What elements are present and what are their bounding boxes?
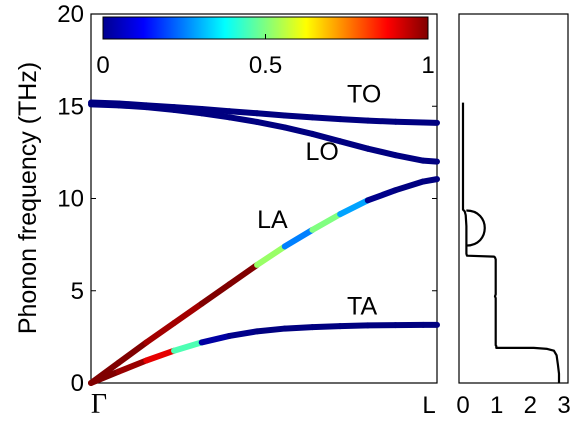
- branch-labels: TO LO LA TA: [257, 81, 381, 321]
- branch-segment: [171, 104, 205, 113]
- branch-la: [88, 176, 440, 386]
- branch-segment: [364, 117, 399, 125]
- branch-segment: [281, 324, 316, 332]
- phonon-branches: [88, 99, 440, 386]
- branch-segment: [364, 187, 399, 204]
- branch-segment: [143, 347, 178, 364]
- branch-segment: [171, 106, 205, 117]
- branch-segment: [254, 110, 288, 119]
- branch-label-ta: TA: [347, 293, 377, 321]
- dos-x-tick-label: 2: [524, 392, 537, 419]
- branch-segment: [115, 339, 150, 366]
- branch-segment: [198, 110, 233, 121]
- branch-segment: [254, 118, 288, 131]
- branch-segment: [254, 243, 288, 268]
- y-tick-label: 20: [57, 1, 84, 28]
- colorbar-tick-label: 1: [421, 52, 434, 79]
- branch-segment: [281, 112, 316, 121]
- branch-segment: [309, 323, 344, 331]
- branch-segment: [115, 100, 150, 109]
- branch-segment: [392, 152, 427, 164]
- colorbar-tick-label: 0.5: [249, 52, 282, 79]
- y-tick-label: 5: [71, 278, 84, 305]
- branch-ta: [88, 321, 440, 386]
- branch-segment: [281, 124, 316, 137]
- branch-segment: [171, 339, 205, 354]
- dos-x-tick-label: 3: [557, 392, 570, 419]
- branch-segment: [337, 116, 371, 124]
- branch-segment: [226, 261, 261, 288]
- colorbar: 0 0.5 1: [96, 16, 435, 79]
- branch-segment: [309, 130, 344, 145]
- branch-segment: [226, 114, 261, 125]
- branch-label-lo: LO: [306, 138, 339, 166]
- y-tick-label: 0: [71, 370, 84, 397]
- colorbar-ticks: 0 0.5 1: [96, 34, 435, 79]
- dos-bump: [466, 209, 486, 247]
- branch-segment: [392, 118, 427, 126]
- dos-curve: [461, 102, 561, 383]
- branch-segment: [337, 138, 371, 152]
- branch-segment: [226, 328, 261, 339]
- x-tick-label: Γ: [91, 389, 107, 420]
- branch-segment: [171, 300, 205, 327]
- branch-segment: [198, 332, 233, 346]
- y-tick-label: 10: [57, 186, 84, 213]
- branch-segment: [143, 320, 178, 346]
- branch-label-la: LA: [257, 206, 288, 234]
- branch-segment: [115, 357, 150, 375]
- branch-segment: [337, 322, 371, 330]
- branch-segment: [198, 106, 233, 115]
- branch-label-to: TO: [347, 81, 381, 109]
- dos-x-tick-label: 1: [490, 392, 503, 419]
- branch-segment: [281, 226, 316, 250]
- colorbar-tick-label: 0: [96, 52, 109, 79]
- branch-segment: [254, 325, 288, 335]
- branch-segment: [364, 145, 399, 159]
- branch-segment: [88, 359, 122, 386]
- y-tick-label: 15: [57, 93, 84, 120]
- branch-segment: [198, 281, 233, 307]
- branch-segment: [143, 102, 178, 111]
- branch-segment: [309, 114, 344, 123]
- branch-segment: [420, 176, 440, 185]
- y-axis-label: Phonon frequency (THz): [14, 62, 42, 334]
- branch-segment: [88, 99, 122, 107]
- branch-segment: [337, 197, 371, 218]
- dos-axes-frame: [458, 13, 569, 384]
- x-tick-label: L: [422, 392, 435, 419]
- branch-to: [88, 99, 440, 126]
- branch-segment: [309, 211, 344, 233]
- branch-segment: [226, 108, 261, 117]
- branch-segment: [392, 178, 427, 194]
- dos-x-tick-label: 0: [456, 392, 469, 419]
- branch-segment: [420, 157, 440, 165]
